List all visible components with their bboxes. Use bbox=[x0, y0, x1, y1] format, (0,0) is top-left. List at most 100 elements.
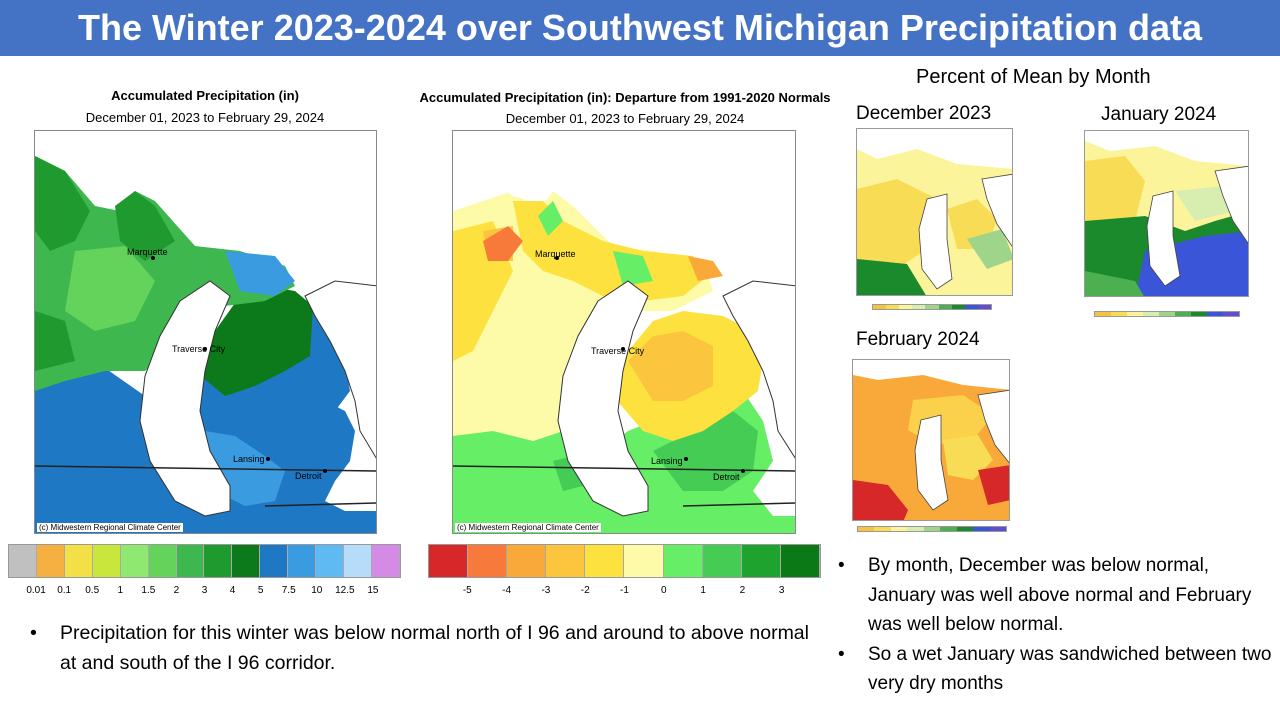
legend-swatch bbox=[92, 545, 121, 577]
mini-legend-swatch bbox=[1095, 312, 1111, 316]
mini-legend-swatch bbox=[1159, 312, 1175, 316]
mini-legend-swatch bbox=[1207, 312, 1223, 316]
december-percent-map bbox=[856, 128, 1013, 296]
legend-swatch bbox=[148, 545, 177, 577]
legend-tick-label: 10 bbox=[311, 585, 323, 596]
left-bullet-list: Precipitation for this winter was below … bbox=[30, 618, 820, 678]
legend-tick-label: 7.5 bbox=[281, 585, 296, 596]
mini-legend-swatch bbox=[1191, 312, 1207, 316]
right-map-subtitle: December 01, 2023 to February 29, 2024 bbox=[505, 111, 745, 126]
bullet-item: So a wet January was sandwiched between … bbox=[838, 640, 1278, 699]
december-map-graphic bbox=[857, 129, 1012, 295]
bullet-item: By month, December was below normal, Jan… bbox=[838, 551, 1278, 640]
legend-tick-label: -5 bbox=[462, 585, 472, 596]
legend-tick-label: 12.5 bbox=[335, 585, 355, 596]
legend-swatch bbox=[702, 545, 742, 577]
legend-tick-label: 1 bbox=[700, 585, 706, 596]
legend-tick-label: 0 bbox=[661, 585, 667, 596]
mini-legend-swatch bbox=[1143, 312, 1159, 316]
right-map-title: Accumulated Precipitation (in): Departur… bbox=[419, 90, 831, 105]
left-map-title: Accumulated Precipitation (in) bbox=[111, 88, 299, 103]
legend-swatch bbox=[232, 545, 261, 577]
legend-swatch bbox=[344, 545, 372, 577]
mini-legend-swatch bbox=[956, 527, 974, 531]
mini-legend-swatch bbox=[973, 527, 990, 531]
city-label-detroit: Detroit bbox=[295, 471, 322, 481]
legend-tick-label: -3 bbox=[541, 585, 551, 596]
left-map-graphic bbox=[35, 131, 376, 533]
december-mini-legend bbox=[872, 304, 992, 310]
legend-tick-label: 3 bbox=[778, 585, 785, 596]
mini-legend-swatch bbox=[890, 527, 908, 531]
title-banner: The Winter 2023-2024 over Southwest Mich… bbox=[0, 0, 1280, 56]
mini-legend-swatch bbox=[938, 305, 952, 309]
city-label-lansing: Lansing bbox=[233, 454, 265, 464]
city-label-traverse-city: Traverse City bbox=[172, 344, 226, 354]
legend-swatch bbox=[288, 545, 317, 577]
legend-swatch bbox=[371, 545, 400, 577]
legend-swatch bbox=[780, 545, 820, 577]
legend-swatch bbox=[260, 545, 289, 577]
legend-tick-label: 2 bbox=[739, 585, 746, 596]
page-title: The Winter 2023-2024 over Southwest Mich… bbox=[78, 7, 1202, 48]
city-label-detroit: Detroit bbox=[713, 472, 740, 482]
city-label-marquette: Marquette bbox=[127, 247, 168, 257]
january-title: January 2024 bbox=[1101, 104, 1217, 125]
right-map-graphic bbox=[453, 131, 795, 533]
legend-swatch bbox=[741, 545, 781, 577]
legend-tick-label: 5 bbox=[257, 585, 264, 596]
legend-tick-label: 15 bbox=[367, 585, 379, 596]
left-map-legend-labels: 0.01 0.1 0.5 1 1.5 2 3 4 5 7.5 10 12.5 15 bbox=[8, 585, 401, 599]
legend-tick-label: 4 bbox=[229, 585, 236, 596]
december-title: December 2023 bbox=[856, 103, 992, 124]
city-label-lansing: Lansing bbox=[651, 456, 683, 466]
mini-legend-swatch bbox=[940, 527, 957, 531]
legend-tick-label: -1 bbox=[620, 585, 629, 596]
mini-legend-swatch bbox=[923, 527, 941, 531]
february-mini-legend bbox=[857, 526, 1007, 532]
mini-legend-swatch bbox=[886, 305, 900, 309]
legend-swatch bbox=[64, 545, 93, 577]
february-percent-map bbox=[852, 359, 1010, 521]
right-map-credit: (c) Midwestern Regional Climate Center bbox=[455, 523, 601, 532]
legend-tick-label: -2 bbox=[580, 585, 590, 596]
legend-tick-label: 0.1 bbox=[57, 585, 72, 596]
january-mini-legend bbox=[1094, 311, 1240, 317]
mini-legend-swatch bbox=[907, 527, 924, 531]
bullet-item: Precipitation for this winter was below … bbox=[30, 618, 820, 678]
february-map-graphic bbox=[853, 360, 1009, 520]
mini-legend-swatch bbox=[874, 527, 891, 531]
legend-tick-label: 0.5 bbox=[85, 585, 100, 596]
legend-tick-label: 1 bbox=[117, 585, 124, 596]
legend-swatch bbox=[120, 545, 149, 577]
right-departure-map: Marquette Traverse City Lansing Detroit … bbox=[452, 130, 796, 534]
legend-swatch bbox=[429, 545, 469, 577]
legend-tick-label: 0.01 bbox=[26, 585, 46, 596]
right-map-legend-labels: -5 -4 -3 -2 -1 0 1 2 3 bbox=[428, 585, 821, 599]
legend-swatch bbox=[585, 545, 625, 577]
right-map-color-legend bbox=[428, 544, 821, 578]
legend-swatch bbox=[36, 545, 65, 577]
mini-legend-swatch bbox=[925, 305, 939, 309]
legend-swatch bbox=[468, 545, 508, 577]
left-map-subtitle: December 01, 2023 to February 29, 2024 bbox=[85, 110, 325, 125]
mini-legend-swatch bbox=[1127, 312, 1143, 316]
left-map-credit: (c) Midwestern Regional Climate Center bbox=[37, 523, 183, 532]
legend-tick-label: 3 bbox=[201, 585, 208, 596]
right-bullet-list: By month, December was below normal, Jan… bbox=[838, 551, 1278, 699]
left-precip-map: Marquette Traverse City Lansing Detroit … bbox=[34, 130, 377, 534]
mini-legend-swatch bbox=[1111, 312, 1127, 316]
legend-swatch bbox=[546, 545, 586, 577]
mini-legend-swatch bbox=[899, 305, 913, 309]
january-map-graphic bbox=[1085, 131, 1248, 296]
mini-legend-swatch bbox=[858, 527, 875, 531]
mini-legend-swatch bbox=[1175, 312, 1191, 316]
mini-legend-swatch bbox=[989, 527, 1006, 531]
february-title: February 2024 bbox=[856, 329, 980, 350]
monthly-section-title: Percent of Mean by Month bbox=[916, 66, 1151, 88]
legend-tick-label: -4 bbox=[502, 585, 512, 596]
mini-legend-swatch bbox=[951, 305, 965, 309]
legend-swatch bbox=[176, 545, 205, 577]
january-percent-map bbox=[1084, 130, 1249, 297]
mini-legend-swatch bbox=[912, 305, 926, 309]
